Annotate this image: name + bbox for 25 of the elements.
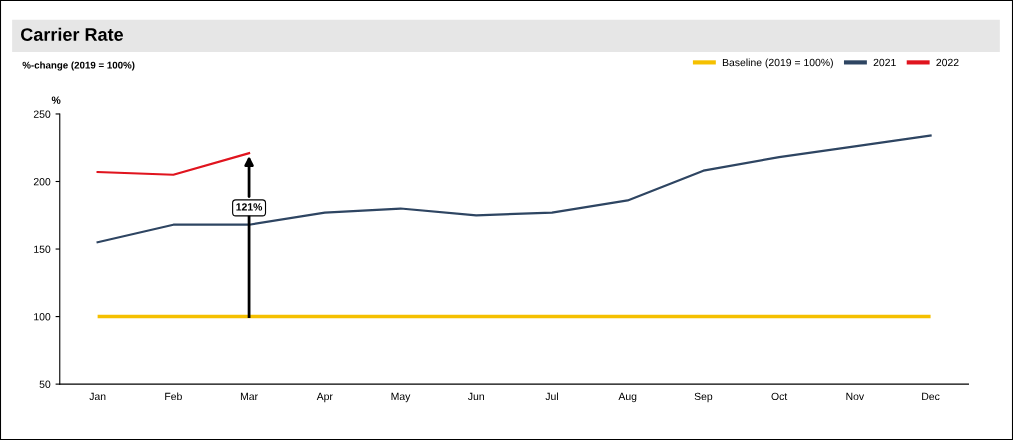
x-tick-label: Sep [694,392,713,403]
y-tick-label: 150 [34,245,51,253]
x-tick-label: Jun [468,392,484,401]
x-tick-label: Apr [316,392,333,403]
x-tick-label: Feb [165,392,182,401]
legend-label: 2021 [873,58,896,67]
x-tick-label: Jan [89,392,106,401]
y-tick-label: 250 [33,110,51,118]
x-tick-label: Nov [846,392,865,401]
chart-subtitle: %-change (2019 = 100%) [22,61,135,71]
y-tick-label: 50 [39,380,51,388]
line-series [96,134,932,244]
annotation: 121% [236,203,263,211]
x-tick-label: Aug [618,392,637,403]
x-tick-label: Mar [240,392,258,401]
legend-label: 2022 [936,58,959,67]
y-tick-label: 200 [33,178,51,186]
x-tick-label: Dec [922,392,940,401]
x-tick-label: Oct [771,392,788,401]
x-tick-label: Jul [545,392,558,401]
y-axis-title: % [51,96,61,104]
y-tick-label: 100 [34,313,51,321]
x-tick-label: May [391,392,411,403]
chart-title: Carrier Rate [21,27,124,41]
legend-label: Baseline (2019 = 100%) [722,58,833,69]
